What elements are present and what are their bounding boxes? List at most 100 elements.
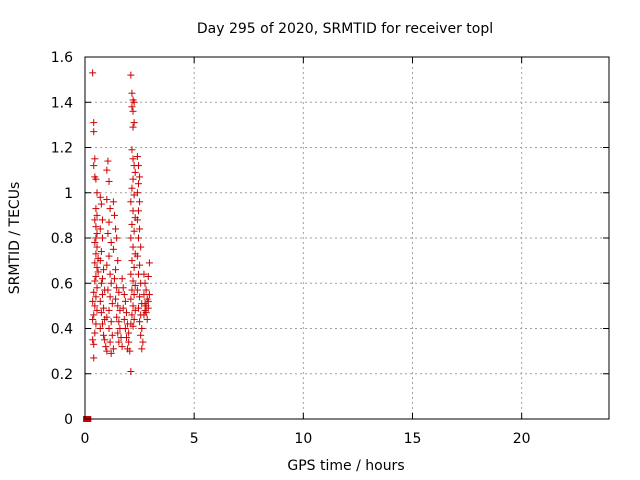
y-tick-label: 0.2 <box>51 367 73 383</box>
data-point <box>128 257 136 265</box>
data-point <box>90 162 98 170</box>
y-tick-label: 0 <box>64 412 73 428</box>
x-tick-label: 20 <box>513 431 531 447</box>
data-point <box>92 293 100 301</box>
data-point <box>92 250 100 258</box>
data-point <box>89 69 97 77</box>
data-point <box>131 168 139 176</box>
data-point <box>110 275 118 283</box>
data-point <box>98 320 106 328</box>
data-point <box>127 198 135 206</box>
data-point <box>98 291 106 299</box>
data-point <box>105 252 113 260</box>
data-point <box>133 216 141 224</box>
data-point <box>115 288 123 296</box>
data-point <box>141 279 149 287</box>
data-point <box>133 286 141 294</box>
data-point <box>136 173 144 181</box>
data-point <box>139 338 147 346</box>
plot-frame <box>84 56 610 420</box>
data-point <box>105 306 113 314</box>
data-point <box>114 257 122 265</box>
data-point <box>106 270 114 278</box>
data-point <box>128 146 136 154</box>
data-point <box>118 275 126 283</box>
data-point <box>93 263 101 271</box>
data-point <box>100 304 108 312</box>
data-point <box>91 329 99 337</box>
data-point <box>145 291 153 299</box>
data-point <box>103 313 111 321</box>
data-point <box>93 284 101 292</box>
data-point <box>112 225 120 233</box>
data-point <box>129 107 137 115</box>
data-point <box>129 302 137 310</box>
data-point <box>121 297 129 305</box>
y-tick-label: 0.6 <box>51 276 73 292</box>
data-point <box>128 220 136 228</box>
data-point <box>90 311 98 319</box>
data-point <box>114 302 122 310</box>
data-point <box>89 297 97 305</box>
data-point <box>105 218 113 226</box>
data-point <box>142 302 150 310</box>
data-point <box>98 234 106 242</box>
data-point <box>105 325 113 332</box>
data-point <box>103 347 111 355</box>
data-point <box>143 315 151 323</box>
data-point <box>90 354 98 362</box>
data-point <box>118 343 126 351</box>
data-point <box>92 205 100 213</box>
data-point <box>93 306 101 314</box>
data-point <box>96 325 104 332</box>
data-point <box>97 279 105 287</box>
data-point <box>100 331 108 339</box>
data-points <box>83 69 153 422</box>
data-point <box>109 345 117 353</box>
data-point <box>114 329 122 337</box>
data-point <box>96 297 104 305</box>
data-point <box>130 263 138 271</box>
data-point <box>141 306 149 314</box>
data-point <box>97 309 105 317</box>
data-point <box>90 288 98 296</box>
data-point <box>110 211 118 219</box>
data-point <box>91 216 99 224</box>
data-point <box>92 175 100 183</box>
data-point <box>96 193 104 201</box>
data-point <box>92 234 100 242</box>
data-point <box>133 189 141 197</box>
data-point <box>90 128 98 136</box>
data-point <box>107 279 115 287</box>
data-point <box>109 245 117 253</box>
data-point <box>93 229 101 237</box>
data-point <box>119 284 127 292</box>
data-point <box>127 71 135 79</box>
data-point <box>128 184 136 192</box>
data-point <box>120 315 128 323</box>
data-point <box>130 227 138 235</box>
data-point <box>106 338 114 346</box>
data-point <box>125 338 133 346</box>
data-point <box>140 270 148 278</box>
data-point <box>92 320 100 328</box>
y-tick-label: 1.6 <box>51 50 73 66</box>
data-point <box>113 284 121 292</box>
data-point <box>129 322 137 330</box>
data-point <box>93 211 101 219</box>
data-point <box>130 315 138 323</box>
data-point <box>91 259 99 267</box>
data-point <box>103 196 111 204</box>
data-point <box>134 304 142 312</box>
data-point <box>106 293 114 301</box>
data-point <box>92 223 100 231</box>
data-point <box>119 304 127 312</box>
data-point <box>128 89 136 97</box>
data-point <box>142 286 150 294</box>
data-point <box>133 153 141 161</box>
x-axis-label: GPS time / hours <box>287 458 404 474</box>
data-point <box>134 234 142 242</box>
axis-ticks: 0 0.2 0.4 0.6 0.8 1 1.2 1.4 1.6 0 5 10 15 20 <box>51 50 609 447</box>
x-tick-label: 5 <box>190 431 199 447</box>
data-point <box>127 270 135 278</box>
